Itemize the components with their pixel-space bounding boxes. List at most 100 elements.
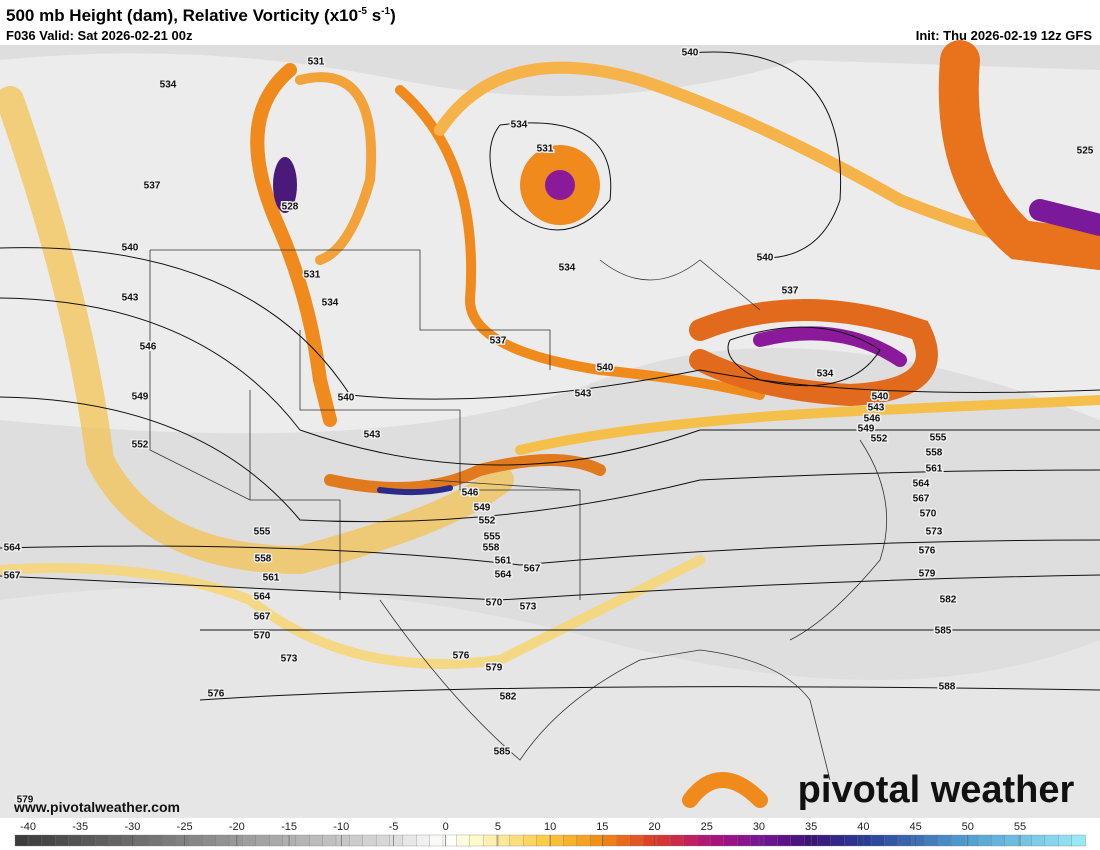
site-url: www.pivotalweather.com [13,799,180,815]
colorbar-swatch [469,834,484,847]
colorbar-tick-label: 20 [648,821,660,833]
colorbar-swatch [482,834,498,847]
contour-label: 543 [575,389,592,400]
colorbar-swatch [14,834,30,847]
colorbar-swatch [335,834,351,847]
contour-label: 546 [864,414,881,425]
colorbar-swatch [576,834,591,847]
colorbar-swatch [857,834,872,847]
contour-label: 552 [871,434,888,445]
contour-label: 543 [364,430,381,441]
colorbar-swatch [1058,834,1073,847]
colorbar-swatch [964,834,979,847]
colorbar-swatch [175,834,190,847]
colorbar-swatch [188,834,203,847]
contour-label: 531 [308,57,325,68]
colorbar-tick-label: 45 [909,821,921,833]
colorbar-tick-label: -15 [281,821,297,833]
colorbar-swatch [41,834,56,847]
colorbar-swatch [1031,834,1046,847]
contour-label: 570 [920,509,937,520]
colorbar-swatch [456,834,471,847]
contour-label: 552 [132,440,149,451]
contour-label: 534 [817,369,834,380]
colorbar-swatch [737,834,752,847]
contour-label: 561 [263,573,280,584]
contour-label: 573 [520,602,537,613]
colorbar-tick-label: 50 [962,821,974,833]
colorbar-swatch [643,834,658,847]
contour-label: 582 [940,595,957,606]
contour-label: 546 [140,342,157,353]
colorbar-tick-label: -25 [177,821,193,833]
colorbar-swatch [630,834,645,847]
contour-label: 540 [757,253,774,264]
colorbar-swatch [375,834,391,847]
colorbar-swatch [603,834,618,847]
contour-label: 579 [486,663,503,674]
contour-label: 546 [462,488,479,499]
colorbar-tick-label: 35 [805,821,817,833]
colorbar-swatch [616,834,631,847]
colorbar-swatch [135,834,150,847]
contour-label: 540 [872,392,889,403]
colorbar-swatch [870,834,886,847]
colorbar-swatch [1071,834,1086,847]
colorbar-swatch [991,834,1006,847]
contour-label: 570 [486,598,503,609]
contour-label: 537 [782,286,799,297]
colorbar-swatch [817,834,832,847]
contour-label: 561 [495,556,512,567]
colorbar-swatch [790,834,805,847]
colorbar-swatch [349,834,364,847]
colorbar-tick-label: 40 [857,821,869,833]
colorbar-tick-label: 5 [495,821,501,833]
map: 5345375405435465495525645675315285315345… [0,40,1100,818]
contour-label: 525 [1077,146,1094,157]
colorbar-swatch [977,834,993,847]
colorbar-swatch [389,834,404,847]
colorbar-swatch [750,834,765,847]
colorbar-tick-label: -20 [229,821,245,833]
contour-label: 558 [926,448,943,459]
colorbar-swatch [830,834,845,847]
colorbar-swatch [844,834,859,847]
contour-label: 561 [926,464,943,475]
contour-label: 570 [254,631,271,642]
contour-label: 585 [935,626,952,637]
contour-label: 564 [913,479,930,490]
contour-label: 534 [160,80,177,91]
colorbar-swatch [108,834,123,847]
colorbar-swatch [884,834,899,847]
colorbar-tick-label: 10 [544,821,556,833]
colorbar-swatch [416,834,431,847]
colorbar-tick-label: 55 [1014,821,1026,833]
contour-label: 528 [282,202,299,213]
contour-label: 579 [919,569,936,580]
colorbar-tick-label: 30 [753,821,765,833]
contour-label: 531 [537,144,554,155]
contour-label: 537 [490,336,507,347]
colorbar-swatch [1044,834,1059,847]
colorbar-swatch [563,834,578,847]
contour-label: 552 [479,516,496,527]
colorbar-swatch [924,834,939,847]
colorbar-tick-label: -10 [333,821,349,833]
colorbar-swatch [121,834,137,847]
contour-label: 534 [559,263,576,274]
contour-label: 531 [304,270,321,281]
contour-label: 555 [254,527,271,538]
contour-label: 540 [122,243,139,254]
colorbar-swatch [402,834,417,847]
contour-label: 567 [4,571,21,582]
colorbar-swatch [683,834,698,847]
contour-label: 588 [939,682,956,693]
contour-label: 564 [495,570,512,581]
contour-label: 540 [338,393,355,404]
contour-label: 555 [930,433,947,444]
contour-label: 534 [322,298,339,309]
colorbar-swatch [309,834,324,847]
contour-label: 573 [281,654,298,665]
colorbar-swatch [897,834,912,847]
